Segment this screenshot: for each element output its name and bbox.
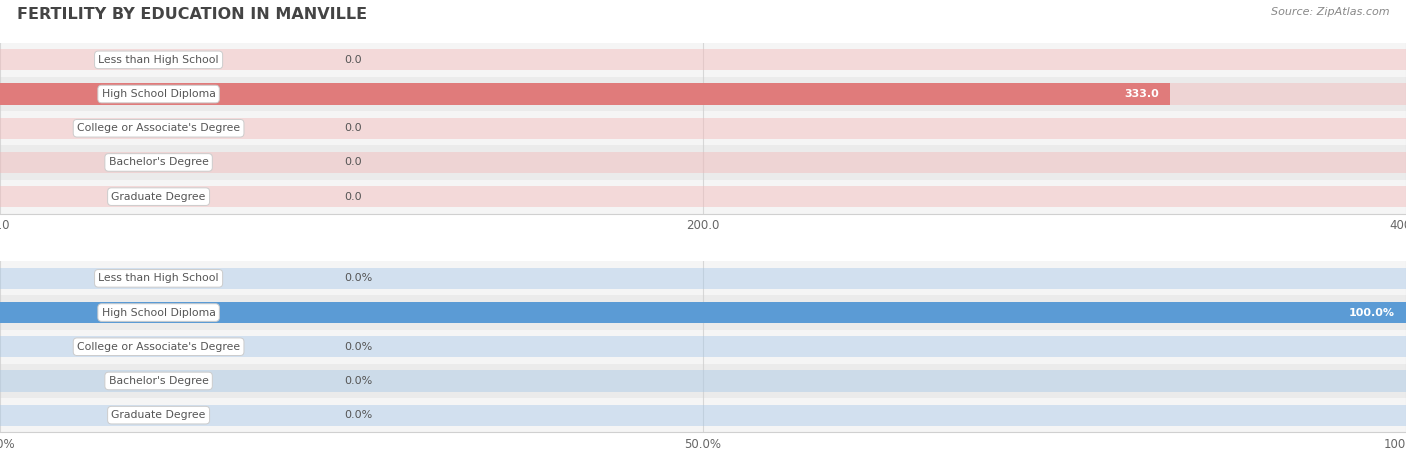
- Bar: [0, 295, 1406, 330]
- Bar: [0, 180, 1406, 214]
- Bar: [0, 336, 1406, 357]
- Bar: [0, 49, 1406, 70]
- Text: College or Associate's Degree: College or Associate's Degree: [77, 342, 240, 352]
- Text: 0.0: 0.0: [344, 157, 363, 168]
- Bar: [0, 84, 1406, 104]
- Bar: [0, 111, 1406, 145]
- Text: 0.0%: 0.0%: [344, 342, 373, 352]
- Text: 100.0%: 100.0%: [1348, 307, 1395, 318]
- Bar: [0, 302, 1406, 323]
- Bar: [0, 118, 1406, 139]
- Text: Less than High School: Less than High School: [98, 55, 219, 65]
- Text: High School Diploma: High School Diploma: [101, 307, 215, 318]
- Text: Graduate Degree: Graduate Degree: [111, 191, 205, 202]
- Bar: [0, 186, 1406, 207]
- Text: Bachelor's Degree: Bachelor's Degree: [108, 157, 208, 168]
- Text: FERTILITY BY EDUCATION IN MANVILLE: FERTILITY BY EDUCATION IN MANVILLE: [17, 7, 367, 22]
- Bar: [0, 330, 1406, 364]
- Text: 0.0: 0.0: [344, 55, 363, 65]
- Bar: [0, 261, 1406, 295]
- Bar: [0, 302, 1406, 323]
- Bar: [0, 77, 1406, 111]
- Bar: [0, 145, 1406, 180]
- Text: High School Diploma: High School Diploma: [101, 89, 215, 99]
- Bar: [0, 405, 1406, 426]
- Bar: [0, 364, 1406, 398]
- Text: 0.0%: 0.0%: [344, 410, 373, 420]
- Bar: [0, 398, 1406, 432]
- Bar: [0, 370, 1406, 391]
- Text: Graduate Degree: Graduate Degree: [111, 410, 205, 420]
- Bar: [0, 152, 1406, 173]
- Text: Less than High School: Less than High School: [98, 273, 219, 284]
- Text: 0.0%: 0.0%: [344, 273, 373, 284]
- Text: Bachelor's Degree: Bachelor's Degree: [108, 376, 208, 386]
- Text: 333.0: 333.0: [1125, 89, 1160, 99]
- Bar: [0, 84, 1171, 104]
- Text: 0.0%: 0.0%: [344, 376, 373, 386]
- Text: Source: ZipAtlas.com: Source: ZipAtlas.com: [1271, 7, 1389, 17]
- Text: College or Associate's Degree: College or Associate's Degree: [77, 123, 240, 133]
- Text: 0.0: 0.0: [344, 123, 363, 133]
- Bar: [0, 268, 1406, 289]
- Text: 0.0: 0.0: [344, 191, 363, 202]
- Bar: [0, 43, 1406, 77]
